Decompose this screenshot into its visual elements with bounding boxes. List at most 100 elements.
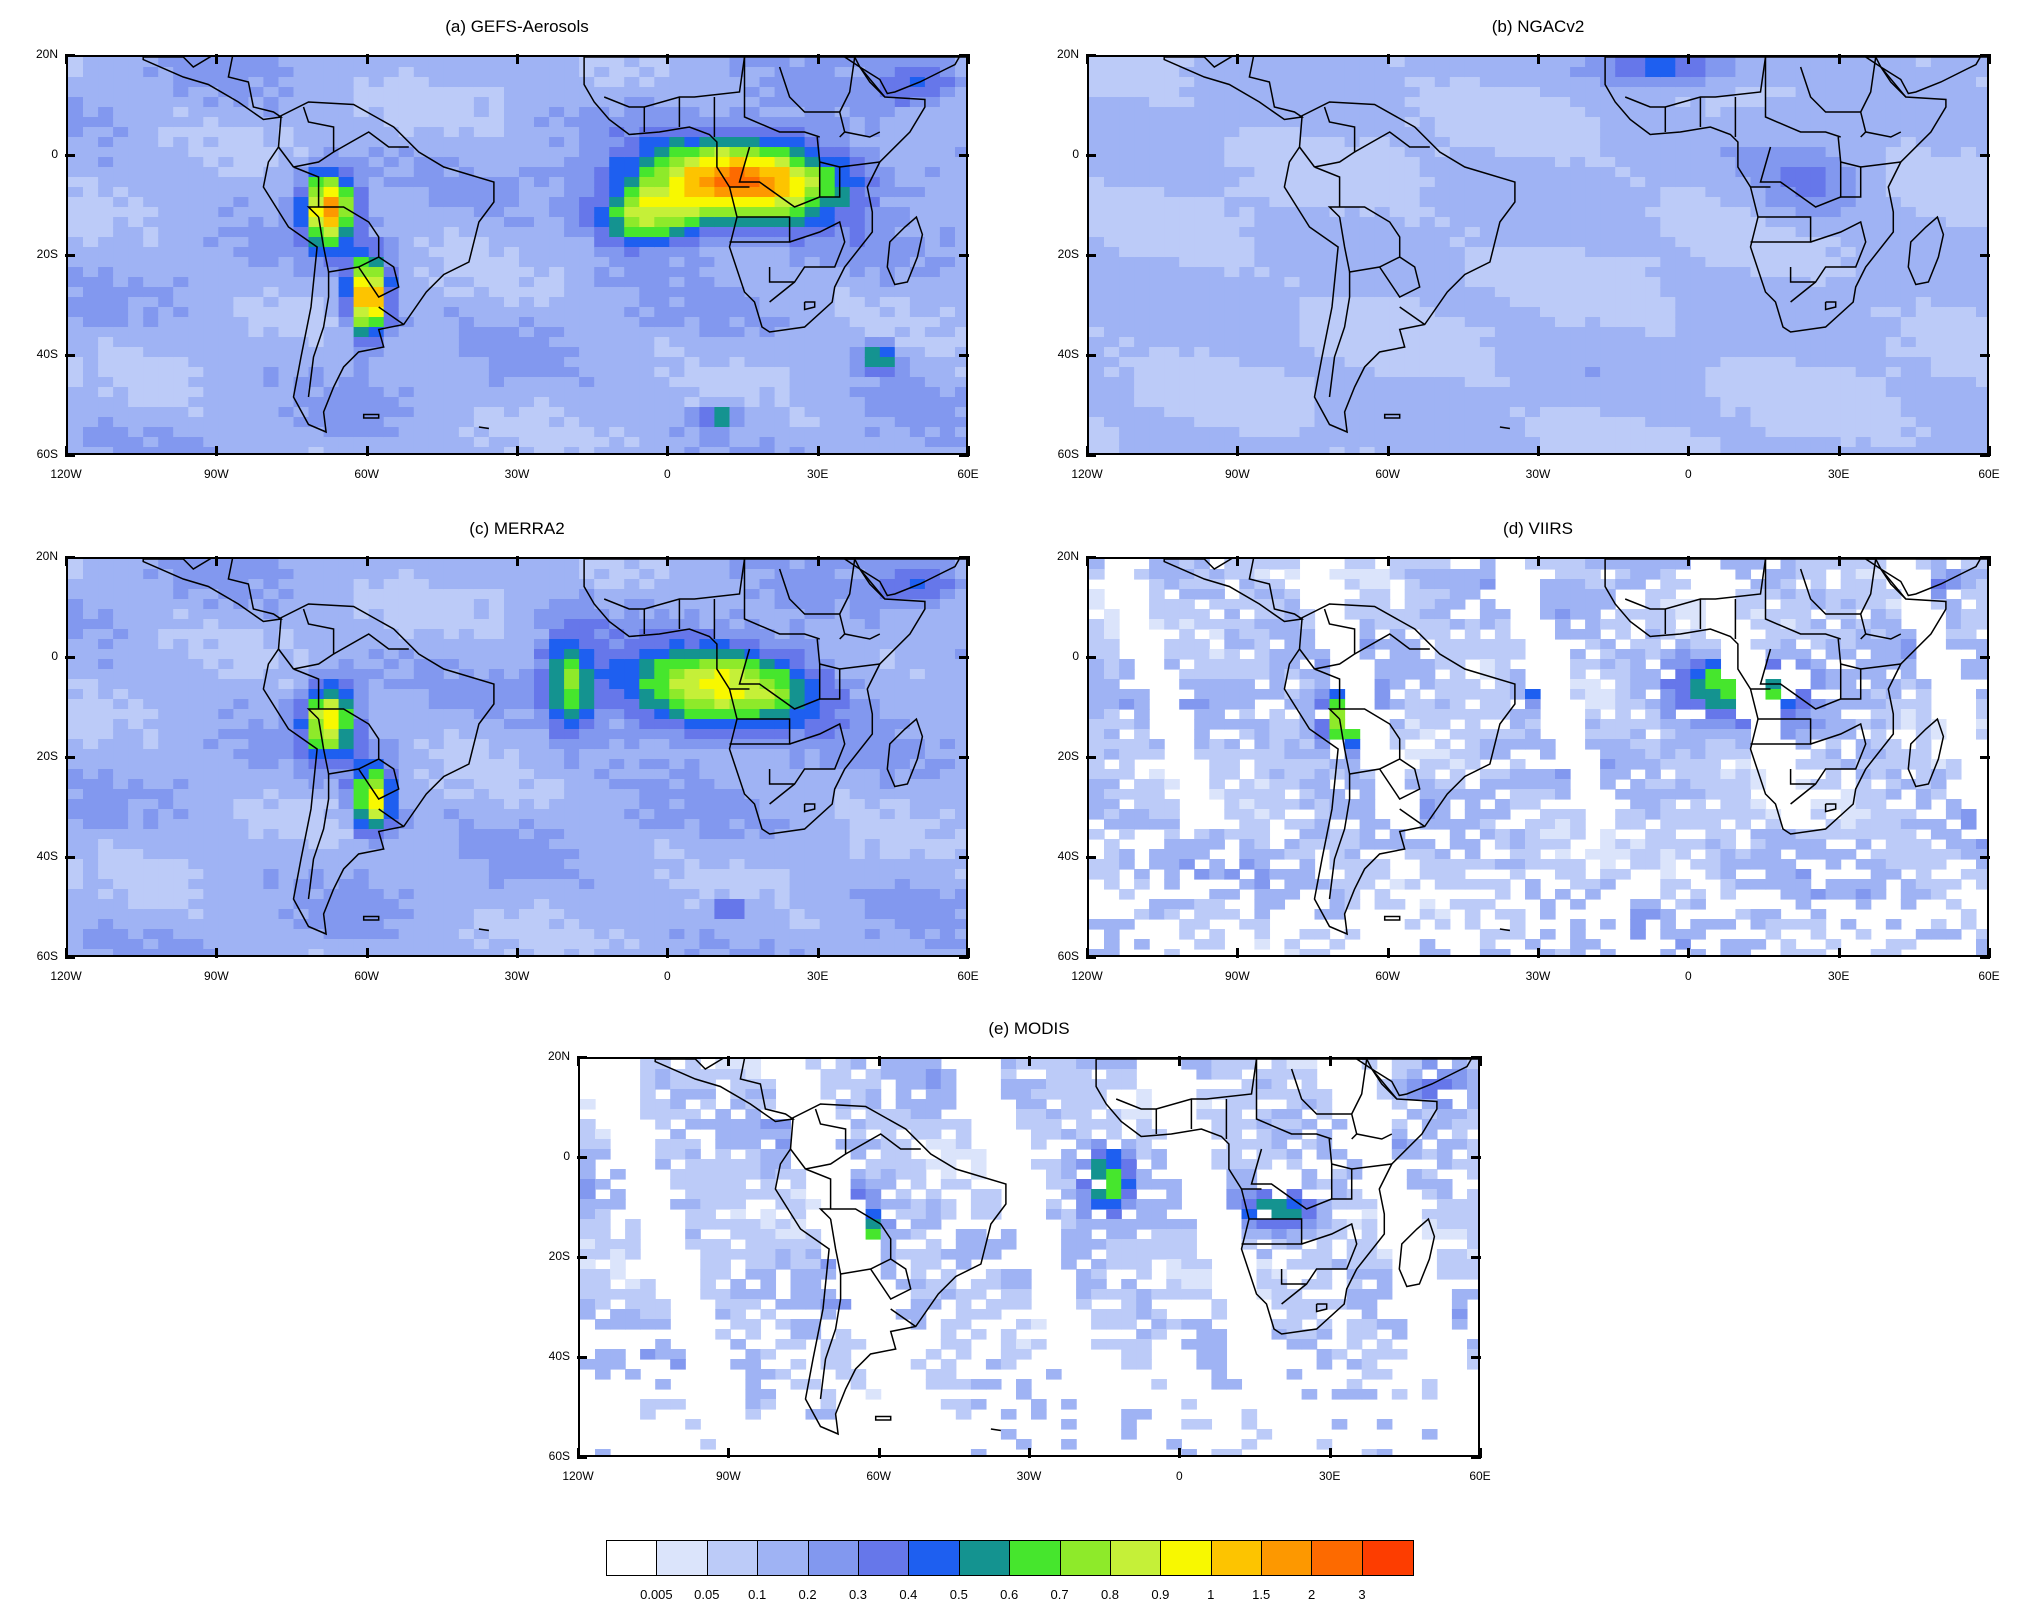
lat-tick-label: 0 <box>1072 649 1079 663</box>
country-border <box>333 131 409 153</box>
coastline-southGeorgia <box>990 1428 1002 1432</box>
coastline-arabia <box>1355 1059 1478 1097</box>
coastline-southGeorgia <box>478 426 490 430</box>
country-border <box>1255 1059 1332 1140</box>
lat-tick <box>1980 154 1990 157</box>
lon-tick <box>577 1056 580 1066</box>
lat-tick <box>65 856 75 859</box>
map-area <box>1087 557 1989 957</box>
country-border <box>1331 1163 1353 1200</box>
lat-tick-label: 40S <box>548 1349 570 1363</box>
colorbar-label: 0.4 <box>899 1587 918 1602</box>
lon-tick-label: 60W <box>354 467 379 481</box>
lon-tick-label: 90W <box>203 467 229 481</box>
lat-tick-label: 20S <box>548 1249 570 1263</box>
lat-tick <box>1980 556 1990 559</box>
lat-tick-label: 60S <box>36 949 58 963</box>
coastline-falklands <box>362 915 380 921</box>
lat-tick <box>1471 1056 1481 1059</box>
lon-tick <box>666 556 670 566</box>
lat-tick <box>65 756 75 759</box>
lon-tick-label: 60E <box>957 467 979 481</box>
lon-tick-label: 30E <box>1318 1469 1341 1483</box>
country-border <box>293 608 335 670</box>
colorbar <box>606 1540 1415 1576</box>
colorbar-label: 2 <box>1307 1587 1316 1602</box>
country-border <box>1799 66 1861 113</box>
lat-tick <box>959 556 969 559</box>
lon-tick-label: 30W <box>504 969 530 983</box>
lat-tick-label: 0 <box>51 649 58 663</box>
lat-tick <box>65 956 75 959</box>
country-border <box>277 648 295 670</box>
country-border <box>1351 1133 1393 1140</box>
country-border <box>818 1208 892 1275</box>
lon-tick <box>967 446 970 456</box>
lat-tick <box>1980 756 1990 759</box>
lat-tick <box>1086 454 1096 457</box>
lon-tick-label: 60W <box>1375 969 1400 983</box>
colorbar-label: 0.05 <box>694 1587 720 1602</box>
lon-tick-label: 30E <box>806 467 829 481</box>
country-border <box>768 220 846 283</box>
coastline-arabia <box>843 559 966 597</box>
lon-tick <box>215 556 219 566</box>
country-border <box>869 1258 912 1300</box>
lat-tick <box>1086 556 1096 559</box>
lat-tick <box>577 1156 587 1159</box>
lat-tick-label: 20S <box>1057 247 1079 261</box>
coastline-madagascar <box>1907 215 1945 286</box>
lat-tick <box>577 1356 587 1359</box>
lon-tick <box>65 948 68 958</box>
lat-tick <box>959 454 969 457</box>
lon-tick-label: 60E <box>1469 1469 1491 1483</box>
lat-tick <box>65 656 75 659</box>
colorbar-label: 0.9 <box>1151 1587 1170 1602</box>
colorbar-swatch <box>1010 1541 1061 1575</box>
country-border <box>1750 216 1812 243</box>
lon-tick <box>1537 948 1540 958</box>
lon-tick <box>1988 54 1991 64</box>
lon-tick <box>215 54 219 64</box>
colorbar-swatch <box>758 1541 809 1575</box>
lon-tick <box>1479 1056 1482 1066</box>
coastline-madagascar <box>886 717 924 788</box>
country-border <box>1280 1222 1358 1285</box>
lon-tick <box>1386 948 1390 958</box>
lon-tick <box>1537 446 1540 456</box>
country-border <box>803 301 816 311</box>
coastline-southAmerica <box>774 1103 1007 1436</box>
country-border <box>839 633 881 640</box>
colorbar-swatch <box>909 1541 960 1575</box>
lon-tick <box>816 54 820 64</box>
lat-tick <box>959 54 969 57</box>
lon-tick-label: 90W <box>203 969 229 983</box>
lat-tick-label: 40S <box>1057 347 1079 361</box>
lon-tick <box>967 556 970 566</box>
colorbar-label: 0.005 <box>640 1587 673 1602</box>
lon-tick <box>516 446 519 456</box>
lon-tick-label: 30E <box>1827 467 1850 481</box>
colorbar-label: 0.5 <box>949 1587 968 1602</box>
coastline-madagascar <box>1398 1217 1436 1288</box>
lon-tick <box>365 556 369 566</box>
lat-tick-label: 20N <box>1056 549 1079 563</box>
country-border <box>838 57 856 133</box>
lon-tick-label: 60W <box>1375 467 1400 481</box>
country-border <box>1328 272 1351 398</box>
lon-tick-label: 120W <box>50 467 82 481</box>
country-border <box>819 161 841 198</box>
country-border <box>306 206 380 273</box>
country-border <box>293 106 335 168</box>
lon-tick-label: 30W <box>1525 969 1551 983</box>
aod-field <box>1089 57 1987 453</box>
lon-tick-label: 120W <box>1071 467 1103 481</box>
lat-tick-label: 20N <box>1056 47 1079 61</box>
lat-tick-label: 60S <box>36 447 58 461</box>
lat-tick-label: 20S <box>36 749 58 763</box>
country-border <box>293 166 320 207</box>
lon-tick <box>215 446 219 456</box>
lon-tick <box>365 446 369 456</box>
lat-tick <box>1471 1356 1481 1359</box>
country-border <box>778 66 840 113</box>
